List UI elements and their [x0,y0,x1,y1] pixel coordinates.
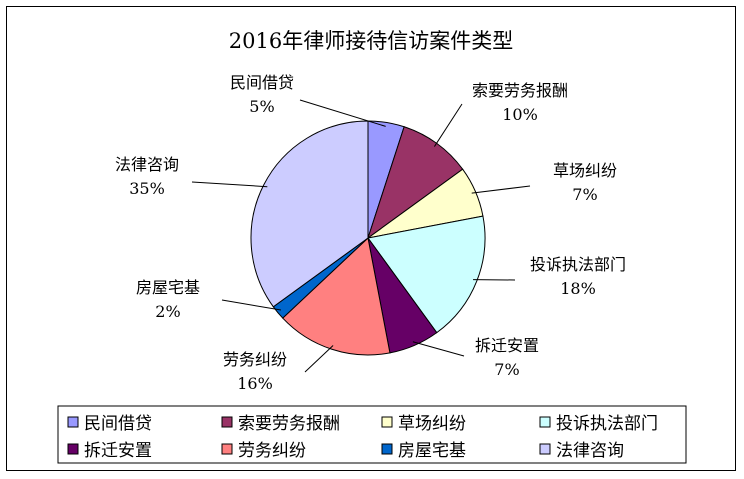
slice-value-label: 35% [129,179,165,198]
slice-category-label: 索要劳务报酬 [472,81,568,100]
legend-label: 劳务纠纷 [238,441,306,461]
leader-line [304,345,334,373]
slice-value-label: 5% [249,97,274,116]
leader-line [434,103,463,147]
slice-value-label: 2% [155,302,180,321]
slice-value-label: 7% [572,185,597,204]
slice-value-label: 18% [560,279,596,298]
legend-label: 投诉执法部门 [556,414,658,434]
pie-slice [250,120,369,308]
leader-line [191,181,268,188]
legend-swatch [221,443,233,455]
legend-swatch [221,416,233,428]
pie-slice [367,215,486,334]
legend-label: 法律咨询 [556,441,624,461]
slice-category-label: 房屋宅基 [136,278,200,297]
leader-line [471,185,531,194]
legend-swatch [67,443,79,455]
legend-label: 草场纠纷 [398,414,466,434]
slice-value-label: 7% [494,360,519,379]
leader-line [412,341,465,357]
legend-swatch [539,443,551,455]
chart-title: 2016年律师接待信访案件类型 [229,29,513,53]
legend-swatch [381,416,393,428]
slice-category-label: 法律咨询 [115,155,179,174]
legend-swatch [67,416,79,428]
leader-line [299,99,386,127]
legend-label: 民间借贷 [84,414,152,434]
slice-value-label: 10% [502,105,538,124]
legend-swatch [381,443,393,455]
slice-category-label: 投诉执法部门 [530,255,626,274]
pie-slice [282,237,391,356]
slice-category-label: 草场纠纷 [553,161,617,180]
slice-category-label: 劳务纠纷 [223,350,287,369]
slice-category-label: 拆迁安置 [475,336,539,355]
legend-label: 拆迁安置 [84,441,152,461]
legend-label: 索要劳务报酬 [238,414,340,434]
legend-box [57,405,687,464]
slice-value-label: 16% [237,374,273,393]
legend-label: 房屋宅基 [398,441,466,461]
slice-category-label: 民间借贷 [230,73,294,92]
legend-swatch [539,416,551,428]
leader-line [221,299,282,311]
